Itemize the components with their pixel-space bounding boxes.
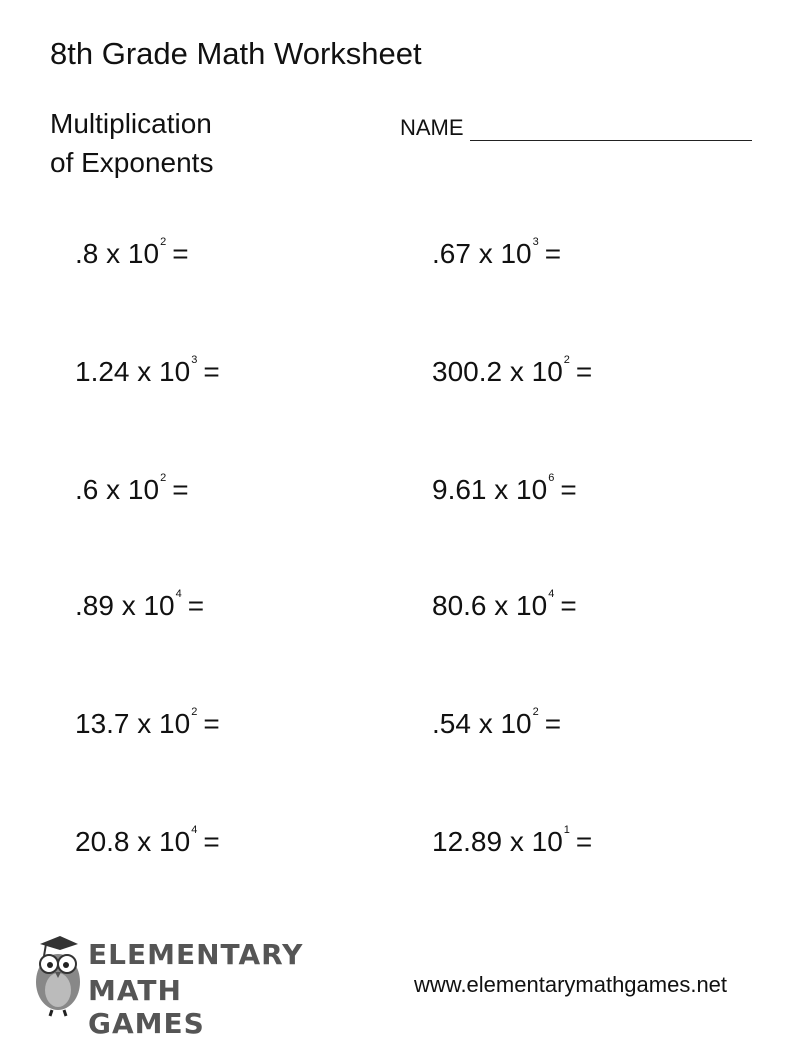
problem-10: .54 x 102 =: [432, 706, 561, 740]
problem-base: 80.6 x 10: [432, 590, 548, 621]
problem-1: .8 x 102 =: [75, 236, 189, 270]
problem-base: .54 x 10: [432, 708, 532, 739]
problem-8: 80.6 x 104 =: [432, 588, 577, 622]
problem-exponent: 2: [563, 354, 570, 366]
name-line[interactable]: [469, 114, 752, 141]
owl-graduate-icon: [36, 936, 80, 1017]
problem-equals: =: [560, 590, 577, 621]
problem-4: 300.2 x 102 =: [432, 354, 592, 388]
problem-exponent: 2: [160, 472, 167, 484]
logo: ELEMENTARY MATH GAMES: [26, 932, 302, 1040]
website-url: www.elementarymathgames.net: [414, 972, 728, 997]
problem-equals: =: [203, 708, 220, 739]
problem-exponent: 4: [175, 588, 182, 600]
problem-exponent: 2: [532, 706, 539, 718]
name-label: NAME: [400, 115, 464, 140]
problem-exponent: 1: [563, 824, 570, 836]
problem-base: .89 x 10: [75, 590, 175, 621]
problem-base: .8 x 10: [75, 238, 160, 269]
problem-equals: =: [544, 238, 562, 269]
problem-exponent: 6: [548, 472, 555, 484]
problem-equals: =: [575, 356, 593, 387]
problem-7: .89 x 104 =: [75, 588, 204, 622]
problem-9: 13.7 x 102 =: [75, 706, 220, 740]
logo-text-line-1: ELEMENTARY: [88, 938, 304, 971]
problem-3: 1.24 x 103 =: [75, 354, 220, 388]
problem-base: 12.89 x 10: [432, 826, 563, 857]
problem-2: .67 x 103 =: [432, 236, 561, 270]
problem-exponent: 4: [191, 824, 198, 836]
worksheet-subtitle: Multiplication of Exponents: [50, 104, 213, 182]
problem-12: 12.89 x 101 =: [432, 824, 592, 858]
problem-equals: =: [187, 590, 205, 621]
problem-6: 9.61 x 106 =: [432, 472, 577, 506]
problem-exponent: 3: [532, 236, 539, 248]
problem-equals: =: [203, 826, 220, 857]
problem-base: 300.2 x 10: [432, 356, 563, 387]
problem-exponent: 2: [191, 706, 198, 718]
problem-5: .6 x 102 =: [75, 472, 189, 506]
problem-base: 20.8 x 10: [75, 826, 191, 857]
problem-equals: =: [172, 238, 189, 269]
problem-exponent: 4: [548, 588, 555, 600]
name-field: NAME: [400, 114, 752, 141]
subtitle-line-1: Multiplication: [50, 108, 212, 139]
problem-11: 20.8 x 104 =: [75, 824, 220, 858]
problem-equals: =: [575, 826, 593, 857]
worksheet-title: 8th Grade Math Worksheet: [50, 36, 422, 71]
subtitle-line-2: of Exponents: [50, 147, 214, 178]
problem-equals: =: [544, 708, 562, 739]
problem-base: .6 x 10: [75, 474, 160, 505]
problem-base: 9.61 x 10: [432, 474, 548, 505]
problem-equals: =: [172, 474, 189, 505]
problem-base: 13.7 x 10: [75, 708, 191, 739]
problem-equals: =: [560, 474, 577, 505]
problem-base: .67 x 10: [432, 238, 532, 269]
logo-text-line-2: MATH GAMES: [88, 974, 205, 1040]
problem-equals: =: [203, 356, 220, 387]
problem-base: 1.24 x 10: [75, 356, 191, 387]
problem-exponent: 3: [191, 354, 198, 366]
problem-exponent: 2: [160, 236, 167, 248]
